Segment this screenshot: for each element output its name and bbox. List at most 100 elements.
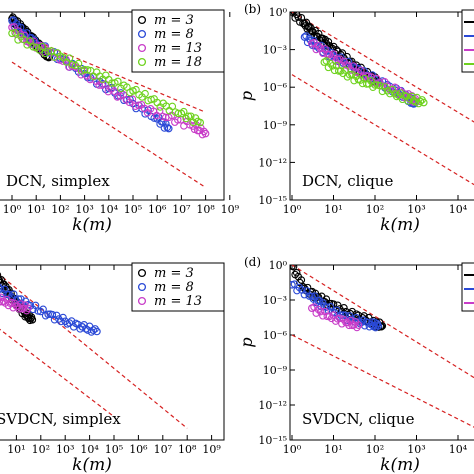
data-point — [336, 55, 344, 63]
data-point — [65, 54, 74, 62]
legend-marker — [137, 57, 147, 67]
x-tick-label: 10⁶ — [129, 443, 148, 456]
legend-label: m = 13 — [154, 41, 202, 56]
y-axis-label: p — [237, 91, 256, 101]
data-point — [322, 303, 331, 311]
legend: m = 3m = 8m = 13m = 18 — [131, 9, 225, 73]
data-point — [324, 63, 333, 72]
data-point — [44, 310, 52, 319]
data-point — [155, 107, 164, 115]
data-point — [354, 321, 363, 329]
data-point — [0, 272, 2, 278]
y-tick-label: 10⁰ — [269, 259, 288, 272]
x-tick-label: 10⁷ — [172, 203, 191, 216]
y-tick-label: 10⁻¹⁵ — [258, 434, 287, 447]
y-tick-label: 10⁻⁹ — [263, 119, 288, 132]
data-point — [349, 62, 358, 70]
data-point — [292, 269, 301, 277]
data-point — [343, 73, 352, 81]
data-point — [93, 327, 101, 336]
x-tick-label: 10² — [51, 203, 69, 216]
x-axis-label: k(m) — [380, 455, 420, 474]
y-tick-label: 10⁻¹⁵ — [258, 194, 287, 207]
data-point — [163, 123, 172, 132]
data-point — [36, 307, 45, 316]
data-point — [76, 325, 84, 333]
data-point — [381, 83, 389, 91]
data-point — [160, 124, 169, 132]
y-tick-label: 10⁻¹² — [258, 399, 287, 412]
y-tick-label: 10⁻³ — [263, 294, 287, 307]
data-point — [316, 307, 325, 316]
plot-frame — [0, 264, 225, 441]
x-tick-label: 10⁵ — [105, 443, 123, 456]
data-point — [416, 97, 425, 106]
data-point — [338, 49, 347, 57]
data-point — [83, 66, 92, 74]
panel-b: 10⁰ 10¹ 10² 10³ 10⁴ 10⁰ 10⁻³ 10⁻⁶ 10⁻⁹ 10⁻¹² 10⁻¹⁵… — [237, 2, 474, 235]
x-tick-label: 10² — [366, 443, 384, 456]
x-tick-label: 10⁹ — [221, 203, 240, 216]
data-point — [147, 95, 155, 104]
data-point — [128, 95, 137, 103]
data-point — [374, 322, 383, 330]
data-point — [404, 97, 412, 105]
data-point — [177, 109, 186, 118]
data-point — [184, 112, 193, 120]
legend: m = 3m = 8m = 13 — [131, 262, 225, 312]
data-point — [11, 28, 19, 37]
series-4 — [320, 57, 428, 108]
data-point — [340, 303, 348, 312]
legend-cropped — [461, 262, 474, 312]
x-tick-label: 10² — [366, 203, 384, 216]
legend-label: m = 8 — [154, 27, 194, 42]
data-point — [59, 313, 67, 322]
legend-marker — [137, 43, 147, 53]
y-tick-label: 10⁻³ — [263, 44, 287, 57]
data-point — [84, 326, 92, 334]
x-tick-label: 10² — [32, 443, 50, 456]
data-point — [316, 44, 325, 53]
x-axis-label: k(m) — [72, 215, 112, 235]
y-tick-label: 10⁻⁶ — [263, 329, 288, 342]
series-3 — [308, 303, 363, 332]
data-point — [57, 317, 65, 326]
data-point — [55, 315, 63, 323]
data-point — [114, 77, 122, 86]
data-point — [28, 316, 37, 324]
data-point — [164, 124, 173, 133]
data-point — [141, 89, 149, 98]
legend-label: m = 3 — [154, 13, 194, 28]
legend-label: m = 8 — [154, 280, 194, 295]
data-point — [201, 129, 210, 138]
data-point — [182, 114, 190, 123]
y-tick-label: 10⁰ — [269, 6, 288, 19]
panel-caption: SVDCN, simplex — [0, 410, 121, 428]
legend-marker — [137, 296, 147, 306]
x-tick-label: 10⁸ — [196, 203, 215, 216]
x-tick-label: 10¹ — [27, 203, 45, 216]
data-point — [297, 276, 306, 284]
reference-line — [291, 74, 474, 186]
data-point — [300, 33, 309, 41]
data-point — [200, 127, 208, 136]
data-point — [10, 290, 18, 298]
x-tick-label: 10⁷ — [154, 443, 173, 456]
plot-frame — [289, 264, 474, 441]
data-point — [290, 265, 298, 271]
data-point — [328, 62, 337, 70]
x-tick-label: 10⁰ — [283, 203, 302, 216]
data-point — [367, 77, 375, 85]
data-point — [110, 87, 119, 95]
y-tick-label: 10⁻⁶ — [263, 81, 288, 94]
x-tick-label: 10⁴ — [80, 443, 99, 456]
data-point — [300, 290, 309, 299]
x-axis-label: k(m) — [72, 455, 112, 474]
reference-line — [291, 12, 474, 123]
data-point — [74, 59, 83, 68]
legend-label: m = 18 — [154, 55, 202, 70]
legend-marker — [137, 15, 147, 25]
data-point — [369, 83, 377, 91]
x-tick-label: 10³ — [75, 203, 93, 216]
